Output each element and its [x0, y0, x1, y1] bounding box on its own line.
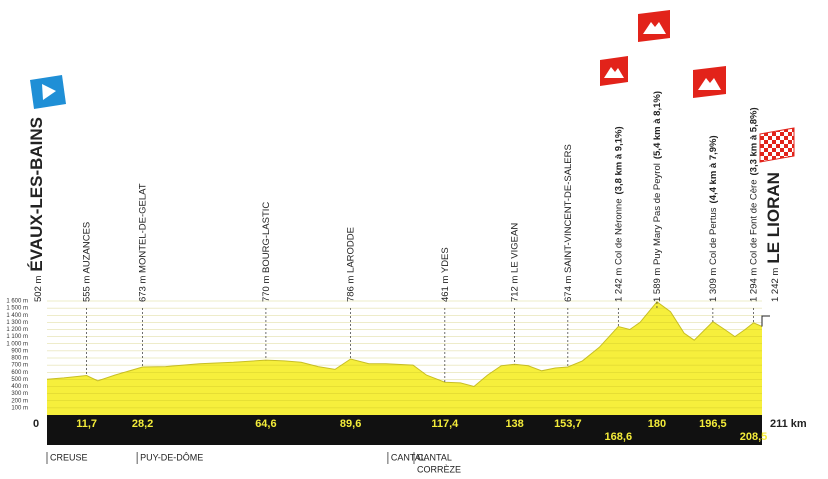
x-tick-label: 196,5 — [699, 418, 727, 430]
y-tick-label: 300 m — [11, 391, 28, 397]
y-tick-label: 500 m — [11, 377, 28, 383]
y-tick-label: 900 m — [11, 348, 28, 354]
y-tick-label: 400 m — [11, 384, 28, 390]
waypoint-label: 461 m YDES — [439, 247, 450, 302]
region-label: CREUSE — [50, 452, 88, 462]
waypoint-name: 1 589 m Puy Mary Pas de Peyrol — [651, 163, 662, 302]
x-tick-label: 64,6 — [255, 418, 276, 430]
waypoint-label: 555 m AUZANCES — [81, 222, 92, 302]
waypoint-detail: (4,4 km à 7,9%) — [707, 135, 718, 203]
region-label: CANTAL — [391, 452, 426, 462]
x-tick-label: 138 — [505, 418, 523, 430]
distance-band — [47, 415, 762, 445]
waypoint-name: 1 294 m Col de Font de Cère — [748, 179, 759, 302]
waypoint-name: 461 m YDES — [439, 247, 450, 302]
waypoint-name: 502 m — [33, 276, 44, 302]
waypoint-name: 770 m BOURG-LASTIC — [260, 202, 271, 302]
waypoint-name: 712 m LE VIGEAN — [509, 223, 520, 302]
x-tick-label: 0 — [33, 418, 39, 430]
y-tick-label: 1 500 m — [6, 306, 28, 312]
waypoint-detail: ÉVAUX-LES-BAINS — [27, 117, 46, 272]
y-tick-label: 1 100 m — [6, 334, 28, 340]
waypoint-name: 1 242 m Col de Néronne — [613, 198, 624, 302]
y-tick-label: 800 m — [11, 356, 28, 362]
waypoint-name: 1 309 m Col de Pertus — [707, 207, 718, 302]
climb-icon — [600, 56, 628, 86]
x-tick-label: 28,2 — [132, 418, 153, 430]
x-tick-label: 117,4 — [431, 418, 459, 430]
y-tick-label: 700 m — [11, 363, 28, 369]
region-label: CORRÈZE — [417, 464, 461, 474]
waypoint-name: 786 m LARODDE — [345, 227, 356, 302]
region-label: PUY-DE-DÔME — [140, 452, 203, 462]
y-tick-label: 100 m — [11, 405, 28, 411]
climb-icon — [638, 10, 670, 42]
waypoint-label: 1 242 m LE LIORAN — [764, 172, 783, 302]
waypoint-name: 555 m AUZANCES — [81, 222, 92, 302]
waypoint-name: 1 242 m — [770, 268, 781, 302]
y-tick-label: 600 m — [11, 370, 28, 376]
y-tick-label: 200 m — [11, 398, 28, 404]
waypoint-name: 673 m MONTEL-DE-GELAT — [137, 183, 148, 302]
finish-line — [761, 315, 770, 327]
waypoint-label: 770 m BOURG-LASTIC — [260, 202, 271, 302]
waypoint-label: 786 m LARODDE — [345, 227, 356, 302]
waypoint-label: 673 m MONTEL-DE-GELAT — [137, 183, 148, 302]
waypoint-label: 674 m SAINT-VINCENT-DE-SALERS — [562, 144, 573, 302]
waypoint-label: 1 309 m Col de Pertus (4,4 km à 7,9%) — [707, 135, 718, 302]
waypoint-label: 1 589 m Puy Mary Pas de Peyrol (5,4 km à … — [651, 91, 662, 302]
y-tick-label: 1 400 m — [6, 313, 28, 319]
profile-area — [47, 301, 762, 415]
waypoint-label: 502 m ÉVAUX-LES-BAINS — [27, 117, 46, 302]
y-tick-label: 1 600 m — [6, 299, 28, 305]
x-tick-label: 11,7 — [76, 418, 97, 430]
waypoint-detail: LE LIORAN — [764, 172, 783, 264]
y-tick-label: 1 200 m — [6, 327, 28, 333]
climb-icon — [693, 66, 726, 98]
x-tick-label: 180 — [648, 418, 666, 430]
x-tick-label: 89,6 — [340, 418, 361, 430]
x-tick-label: 208,5 — [740, 431, 768, 443]
waypoint-name: 674 m SAINT-VINCENT-DE-SALERS — [562, 144, 573, 302]
waypoint-detail: (3,8 km à 9,1%) — [613, 126, 624, 194]
start-icon — [30, 75, 66, 109]
finish-icon — [759, 127, 795, 163]
waypoint-label: 1 242 m Col de Néronne (3,8 km à 9,1%) — [613, 126, 624, 302]
waypoint-label: 1 294 m Col de Font de Cère (3,3 km à 5,8… — [748, 107, 759, 302]
y-tick-label: 1 300 m — [6, 320, 28, 326]
waypoint-detail: (5,4 km à 8,1%) — [651, 91, 662, 159]
x-tick-label: 153,7 — [554, 418, 582, 430]
waypoint-label: 712 m LE VIGEAN — [509, 223, 520, 302]
x-tick-label: 211 km — [770, 418, 807, 430]
waypoint-detail: (3,3 km à 5,8%) — [748, 107, 759, 175]
x-tick-label: 168,6 — [605, 431, 633, 443]
y-tick-label: 1 000 m — [6, 341, 28, 347]
region-label: CANTAL — [417, 452, 452, 462]
